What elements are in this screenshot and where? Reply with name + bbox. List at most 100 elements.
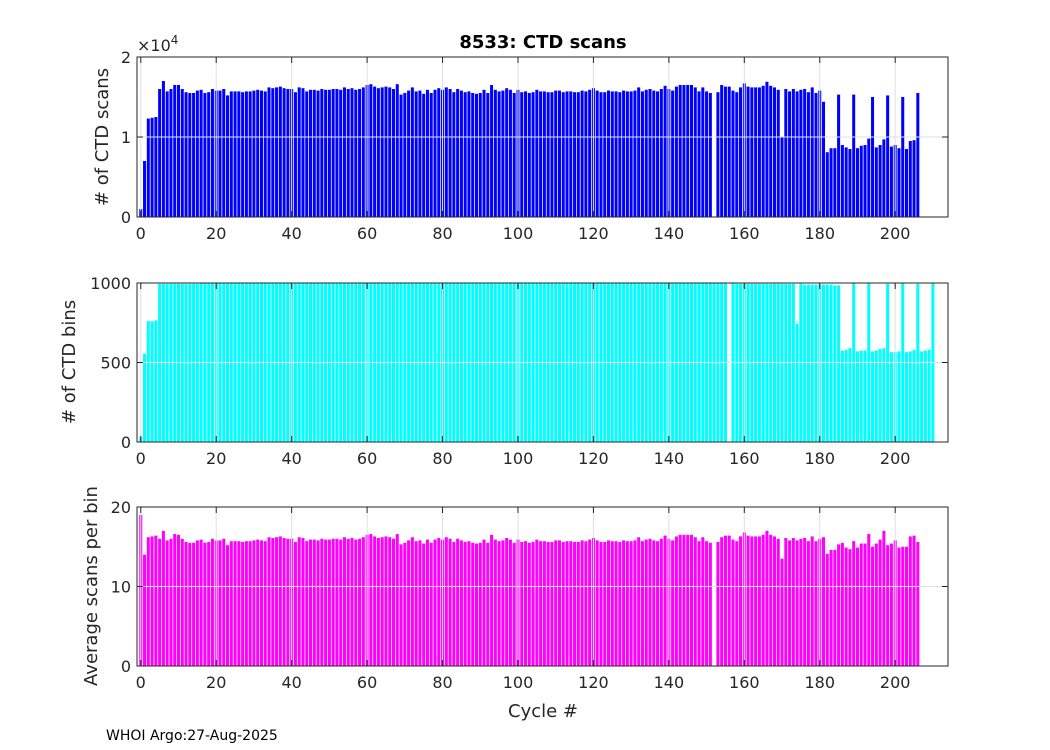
bar-avg-scans-cycle-62 bbox=[373, 536, 377, 666]
bar-avg-scans-cycle-79 bbox=[437, 538, 441, 666]
bar-avg-scans-cycle-115 bbox=[573, 541, 577, 666]
bar-ctd-bins-cycle-197 bbox=[882, 348, 886, 442]
bar-ctd-scans-cycle-190 bbox=[855, 148, 859, 217]
bar-ctd-scans-cycle-109 bbox=[550, 92, 554, 217]
bar-avg-scans-cycle-131 bbox=[633, 540, 637, 666]
bar-avg-scans-cycle-159 bbox=[739, 536, 743, 666]
bar-avg-scans-cycle-137 bbox=[656, 541, 660, 666]
bar-avg-scans-cycle-69 bbox=[399, 544, 403, 666]
bar-avg-scans-cycle-201 bbox=[897, 547, 901, 666]
bar-avg-scans-cycle-170 bbox=[780, 558, 784, 666]
bar-ctd-scans-cycle-25 bbox=[233, 91, 237, 217]
bar-ctd-scans-cycle-201 bbox=[897, 148, 901, 217]
bar-avg-scans-cycle-39 bbox=[286, 538, 290, 666]
bar-avg-scans-cycle-107 bbox=[542, 541, 546, 666]
bar-avg-scans-cycle-197 bbox=[882, 530, 886, 666]
bar-avg-scans-cycle-36 bbox=[275, 537, 279, 666]
bar-ctd-scans-cycle-37 bbox=[278, 86, 282, 217]
bar-ctd-scans-cycle-127 bbox=[618, 92, 622, 217]
bar-ctd-bins-cycle-194 bbox=[871, 351, 875, 442]
bar-avg-scans-cycle-111 bbox=[557, 540, 561, 666]
bar-ctd-scans-cycle-12 bbox=[184, 92, 188, 217]
y-axis-label-avg-scans: Average scans per bin bbox=[81, 486, 102, 686]
bar-ctd-bins-cycle-4 bbox=[154, 320, 158, 442]
bar-avg-scans-cycle-17 bbox=[203, 542, 207, 666]
bar-ctd-bins-cycle-186 bbox=[840, 350, 844, 442]
bar-avg-scans-cycle-147 bbox=[693, 537, 697, 666]
bar-avg-scans-cycle-174 bbox=[795, 540, 799, 666]
bar-avg-scans-cycle-7 bbox=[165, 540, 169, 666]
bar-ctd-bins-cycle-207 bbox=[920, 351, 924, 442]
bar-ctd-scans-cycle-11 bbox=[180, 89, 184, 217]
bar-ctd-scans-cycle-131 bbox=[633, 90, 637, 217]
bar-avg-scans-cycle-105 bbox=[535, 539, 539, 666]
bar-ctd-scans-cycle-147 bbox=[693, 87, 697, 218]
bar-ctd-scans-cycle-35 bbox=[271, 88, 275, 217]
bar-ctd-scans-cycle-132 bbox=[637, 87, 641, 218]
bar-avg-scans-cycle-154 bbox=[720, 537, 724, 666]
bar-ctd-scans-cycle-135 bbox=[648, 89, 652, 217]
bar-ctd-scans-cycle-29 bbox=[248, 91, 252, 217]
bar-avg-scans-cycle-102 bbox=[524, 541, 528, 666]
bar-ctd-scans-cycle-49 bbox=[324, 89, 328, 217]
bar-ctd-bins-cycle-178 bbox=[810, 284, 814, 442]
bar-avg-scans-cycle-203 bbox=[904, 546, 909, 666]
y-axis-label-ctd-scans: # of CTD scans bbox=[92, 68, 113, 206]
bar-avg-scans-cycle-139 bbox=[663, 535, 667, 666]
bar-ctd-scans-cycle-119 bbox=[588, 89, 592, 217]
x-tick-label-ctd-bins-60: 60 bbox=[357, 449, 377, 468]
bar-ctd-scans-cycle-57 bbox=[354, 89, 358, 217]
bar-ctd-scans-cycle-70 bbox=[403, 93, 407, 217]
bar-ctd-scans-cycle-185 bbox=[837, 94, 841, 217]
bar-ctd-bins-cycle-190 bbox=[855, 351, 859, 442]
bar-avg-scans-cycle-167 bbox=[769, 534, 773, 666]
bar-avg-scans-cycle-76 bbox=[425, 539, 429, 666]
x-axis-label: Cycle # bbox=[508, 701, 578, 722]
bar-ctd-scans-cycle-97 bbox=[505, 88, 509, 217]
bar-avg-scans-cycle-65 bbox=[384, 536, 388, 666]
bar-ctd-scans-cycle-89 bbox=[474, 93, 478, 217]
bar-ctd-scans-cycle-50 bbox=[327, 89, 331, 217]
bar-avg-scans-cycle-141 bbox=[671, 540, 675, 666]
bar-avg-scans-cycle-63 bbox=[376, 538, 380, 666]
bar-avg-scans-cycle-90 bbox=[478, 542, 482, 666]
x-tick-label-avg-scans-40: 40 bbox=[281, 673, 301, 692]
bar-avg-scans-cycle-96 bbox=[501, 540, 505, 666]
bar-ctd-scans-cycle-146 bbox=[689, 85, 694, 217]
bar-avg-scans-cycle-191 bbox=[859, 543, 863, 666]
bar-avg-scans-cycle-9 bbox=[173, 534, 177, 666]
bar-avg-scans-cycle-24 bbox=[229, 541, 233, 666]
bar-ctd-scans-cycle-55 bbox=[346, 89, 350, 217]
bar-avg-scans-cycle-136 bbox=[652, 540, 656, 666]
bar-ctd-bins-cycle-201 bbox=[897, 351, 901, 442]
bar-avg-scans-cycle-94 bbox=[493, 539, 497, 666]
bar-avg-scans-cycle-15 bbox=[195, 540, 199, 666]
bar-avg-scans-cycle-68 bbox=[395, 534, 399, 666]
bar-ctd-scans-cycle-81 bbox=[444, 87, 448, 218]
bar-avg-scans-cycle-129 bbox=[625, 541, 629, 666]
x-tick-label-ctd-bins-200: 200 bbox=[880, 449, 911, 468]
bar-ctd-scans-cycle-61 bbox=[369, 84, 373, 217]
bar-ctd-scans-cycle-172 bbox=[788, 91, 792, 217]
bar-ctd-scans-cycle-1 bbox=[143, 161, 147, 217]
bar-avg-scans-cycle-41 bbox=[293, 541, 297, 666]
bar-ctd-scans-cycle-202 bbox=[901, 97, 905, 217]
bar-ctd-scans-cycle-189 bbox=[852, 94, 856, 217]
bar-ctd-scans-cycle-7 bbox=[165, 91, 169, 217]
bar-avg-scans-cycle-109 bbox=[550, 541, 554, 666]
bar-ctd-bins-cycle-195 bbox=[874, 350, 878, 442]
bar-ctd-scans-cycle-198 bbox=[886, 95, 890, 217]
bar-ctd-scans-cycle-170 bbox=[780, 137, 784, 217]
bar-avg-scans-cycle-130 bbox=[629, 541, 633, 666]
bar-ctd-scans-cycle-91 bbox=[482, 89, 486, 217]
bar-avg-scans-cycle-153 bbox=[716, 541, 720, 666]
bar-avg-scans-cycle-72 bbox=[410, 537, 414, 666]
bar-ctd-scans-cycle-167 bbox=[769, 85, 773, 217]
bar-ctd-scans-cycle-129 bbox=[625, 91, 629, 217]
bar-ctd-scans-cycle-181 bbox=[822, 101, 826, 217]
bar-ctd-scans-cycle-124 bbox=[607, 90, 611, 217]
bar-ctd-scans-cycle-51 bbox=[331, 89, 335, 217]
x-tick-label-ctd-bins-20: 20 bbox=[206, 449, 226, 468]
bar-ctd-scans-cycle-196 bbox=[878, 145, 882, 217]
bar-ctd-bins-cycle-204 bbox=[908, 351, 912, 442]
